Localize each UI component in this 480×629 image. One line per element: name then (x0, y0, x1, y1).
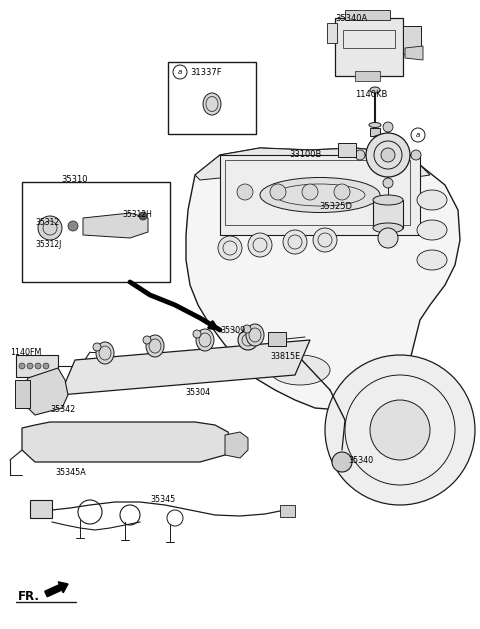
Ellipse shape (93, 343, 101, 351)
FancyArrow shape (45, 582, 68, 597)
Ellipse shape (193, 330, 201, 338)
Circle shape (411, 128, 425, 142)
Bar (335, 18, 403, 76)
Circle shape (139, 212, 147, 220)
Polygon shape (225, 432, 248, 458)
Circle shape (370, 400, 430, 460)
Text: 35312J: 35312J (35, 240, 61, 249)
Text: 35304: 35304 (185, 388, 210, 397)
Ellipse shape (96, 342, 114, 364)
Ellipse shape (246, 324, 264, 346)
Circle shape (173, 65, 187, 79)
Circle shape (238, 330, 258, 350)
Bar (168, 62, 256, 134)
Text: 35310: 35310 (62, 175, 88, 184)
Circle shape (381, 148, 395, 162)
Ellipse shape (417, 220, 447, 240)
Circle shape (27, 363, 33, 369)
Bar (403, 26, 421, 54)
Circle shape (383, 178, 393, 188)
Ellipse shape (203, 93, 221, 115)
Text: 35340A: 35340A (335, 14, 367, 23)
Circle shape (313, 228, 337, 252)
Ellipse shape (143, 336, 151, 344)
Ellipse shape (270, 355, 330, 385)
Bar (345, 10, 390, 20)
Ellipse shape (417, 250, 447, 270)
Bar (343, 30, 395, 48)
Text: 33100B: 33100B (289, 150, 322, 159)
Circle shape (334, 184, 350, 200)
Polygon shape (186, 148, 460, 410)
Circle shape (366, 133, 410, 177)
Polygon shape (195, 148, 430, 180)
Polygon shape (22, 422, 232, 462)
Circle shape (378, 228, 398, 248)
Circle shape (38, 216, 62, 240)
Text: 35325D: 35325D (319, 202, 352, 211)
Ellipse shape (417, 190, 447, 210)
Circle shape (283, 230, 307, 254)
Text: 35340: 35340 (348, 456, 373, 465)
Ellipse shape (243, 325, 251, 333)
Text: 35312: 35312 (35, 218, 59, 227)
Bar (22, 182, 170, 282)
Bar (373, 200, 403, 228)
Ellipse shape (146, 335, 164, 357)
Text: 35345A: 35345A (55, 468, 86, 477)
Bar (30, 500, 52, 518)
Circle shape (332, 452, 352, 472)
Text: 35342: 35342 (50, 405, 75, 414)
Text: 1140KB: 1140KB (355, 90, 387, 99)
Ellipse shape (260, 177, 380, 213)
Circle shape (35, 363, 41, 369)
Circle shape (270, 184, 286, 200)
Circle shape (68, 221, 78, 231)
Circle shape (19, 363, 25, 369)
Bar (355, 71, 380, 81)
Circle shape (302, 184, 318, 200)
Circle shape (325, 355, 475, 505)
Polygon shape (22, 368, 68, 415)
Text: 31337F: 31337F (190, 68, 222, 77)
Text: 33815E: 33815E (270, 352, 300, 361)
Text: 1140FM: 1140FM (10, 348, 41, 357)
Ellipse shape (370, 87, 380, 93)
Circle shape (43, 363, 49, 369)
Polygon shape (60, 340, 310, 395)
Ellipse shape (196, 329, 214, 351)
Circle shape (355, 150, 365, 160)
Ellipse shape (369, 123, 381, 128)
Text: FR.: FR. (18, 590, 40, 603)
Polygon shape (83, 213, 148, 238)
Text: a: a (416, 132, 420, 138)
Circle shape (248, 233, 272, 257)
Bar (225, 160, 410, 225)
Bar (327, 23, 337, 43)
Text: 35345: 35345 (150, 495, 175, 504)
Circle shape (218, 236, 242, 260)
Bar (280, 505, 295, 517)
Bar (268, 332, 286, 346)
Bar (16, 355, 58, 377)
Text: 35312H: 35312H (122, 210, 152, 219)
Ellipse shape (373, 195, 403, 205)
Text: 35309: 35309 (220, 326, 245, 335)
Text: a: a (178, 69, 182, 75)
Circle shape (237, 184, 253, 200)
Bar (370, 128, 380, 136)
Circle shape (411, 150, 421, 160)
Polygon shape (405, 46, 423, 60)
Circle shape (383, 122, 393, 132)
Bar (220, 155, 420, 235)
Bar (15, 380, 30, 408)
Bar (338, 143, 356, 157)
Ellipse shape (373, 223, 403, 233)
